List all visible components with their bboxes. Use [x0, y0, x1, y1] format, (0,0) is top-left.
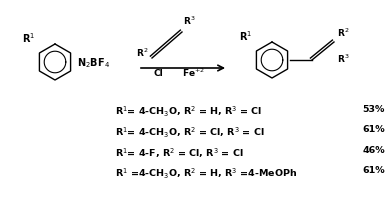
Text: 61%: 61%: [362, 125, 385, 134]
Text: N$_{2}$BF$_{4}$: N$_{2}$BF$_{4}$: [77, 56, 110, 70]
Text: R$^{3}$: R$^{3}$: [337, 53, 350, 65]
Text: R$^{2}$: R$^{2}$: [337, 26, 349, 39]
Text: Fe$^{+2}$: Fe$^{+2}$: [182, 67, 205, 79]
Text: 53%: 53%: [363, 104, 385, 113]
Text: R$^{1}$= 4-F, R$^{2}$ = Cl, R$^{3}$ = Cl: R$^{1}$= 4-F, R$^{2}$ = Cl, R$^{3}$ = Cl: [115, 145, 243, 159]
Text: 46%: 46%: [362, 145, 385, 154]
Text: R$^{3}$: R$^{3}$: [183, 15, 196, 27]
Text: Cl: Cl: [154, 69, 164, 78]
Text: R$^{1}$: R$^{1}$: [22, 31, 35, 45]
Text: 61%: 61%: [362, 166, 385, 175]
Text: R$^{1}$ =4-CH$_{3}$O, R$^{2}$ = H, R$^{3}$ =4-MeOPh: R$^{1}$ =4-CH$_{3}$O, R$^{2}$ = H, R$^{3…: [115, 166, 297, 180]
Text: R$^{1}$: R$^{1}$: [239, 29, 252, 43]
Text: R$^{1}$= 4-CH$_{3}$O, R$^{2}$ = H, R$^{3}$ = Cl: R$^{1}$= 4-CH$_{3}$O, R$^{2}$ = H, R$^{3…: [115, 104, 262, 119]
Text: R$^{1}$= 4-CH$_{3}$O, R$^{2}$ = Cl, R$^{3}$ = Cl: R$^{1}$= 4-CH$_{3}$O, R$^{2}$ = Cl, R$^{…: [115, 125, 265, 139]
Text: R$^{2}$: R$^{2}$: [136, 47, 148, 59]
